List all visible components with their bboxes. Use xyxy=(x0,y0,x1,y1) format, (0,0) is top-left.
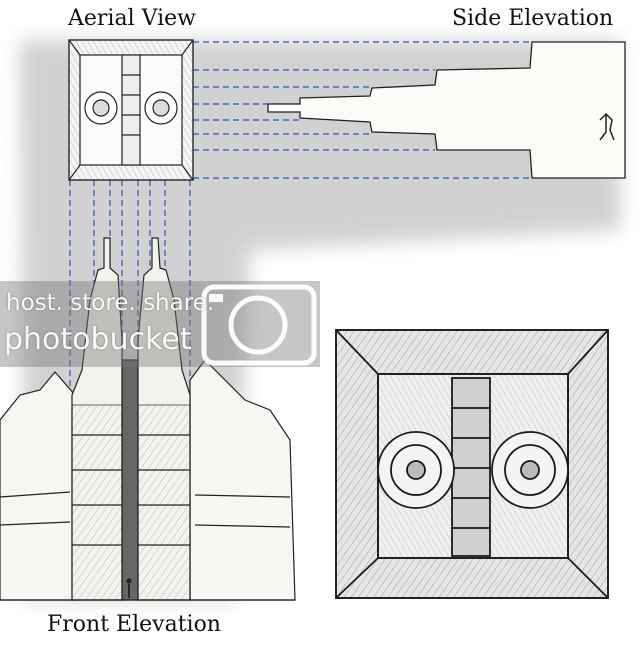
aerial-detail-sketch xyxy=(335,329,609,599)
watermark-brand: photobucket xyxy=(4,322,192,357)
camera-icon xyxy=(201,284,317,366)
front-elevation-sketch xyxy=(0,237,296,601)
aerial-view-label: Aerial View xyxy=(68,6,196,31)
front-elevation-label: Front Elevation xyxy=(47,612,221,637)
watermark xyxy=(0,281,320,367)
side-elevation-sketch xyxy=(267,41,626,179)
aerial-view-sketch xyxy=(68,39,194,181)
projection-lines xyxy=(69,41,530,395)
watermark-tagline: host. store. share. xyxy=(6,290,215,316)
side-elevation-label: Side Elevation xyxy=(452,6,614,31)
